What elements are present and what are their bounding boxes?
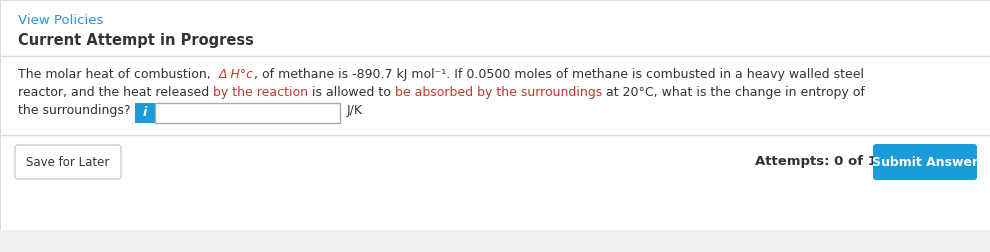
Text: The molar heat of combustion,: The molar heat of combustion, xyxy=(18,68,219,81)
FancyBboxPatch shape xyxy=(135,103,154,123)
Text: J/K: J/K xyxy=(346,104,362,117)
FancyBboxPatch shape xyxy=(154,103,340,123)
FancyBboxPatch shape xyxy=(873,144,977,180)
Text: at 20°C, what is the change in entropy of: at 20°C, what is the change in entropy o… xyxy=(602,86,865,99)
Text: Δ H°c: Δ H°c xyxy=(219,68,253,81)
Text: , of methane is -890.7 kJ mol⁻¹. If 0.0500 moles of methane is combusted in a he: , of methane is -890.7 kJ mol⁻¹. If 0.05… xyxy=(253,68,863,81)
Text: Attempts: 0 of 1 used: Attempts: 0 of 1 used xyxy=(755,155,918,169)
FancyBboxPatch shape xyxy=(15,145,121,179)
Text: reactor, and the heat released: reactor, and the heat released xyxy=(18,86,213,99)
Text: is allowed to: is allowed to xyxy=(308,86,395,99)
Text: Submit Answer: Submit Answer xyxy=(872,155,978,169)
Text: Save for Later: Save for Later xyxy=(27,155,110,169)
Text: View Policies: View Policies xyxy=(18,14,103,27)
Text: i: i xyxy=(143,106,147,119)
FancyBboxPatch shape xyxy=(0,230,990,252)
Text: the surroundings?: the surroundings? xyxy=(18,104,131,117)
Text: Current Attempt in Progress: Current Attempt in Progress xyxy=(18,33,253,48)
Text: by the reaction: by the reaction xyxy=(213,86,308,99)
Text: be absorbed by the surroundings: be absorbed by the surroundings xyxy=(395,86,602,99)
